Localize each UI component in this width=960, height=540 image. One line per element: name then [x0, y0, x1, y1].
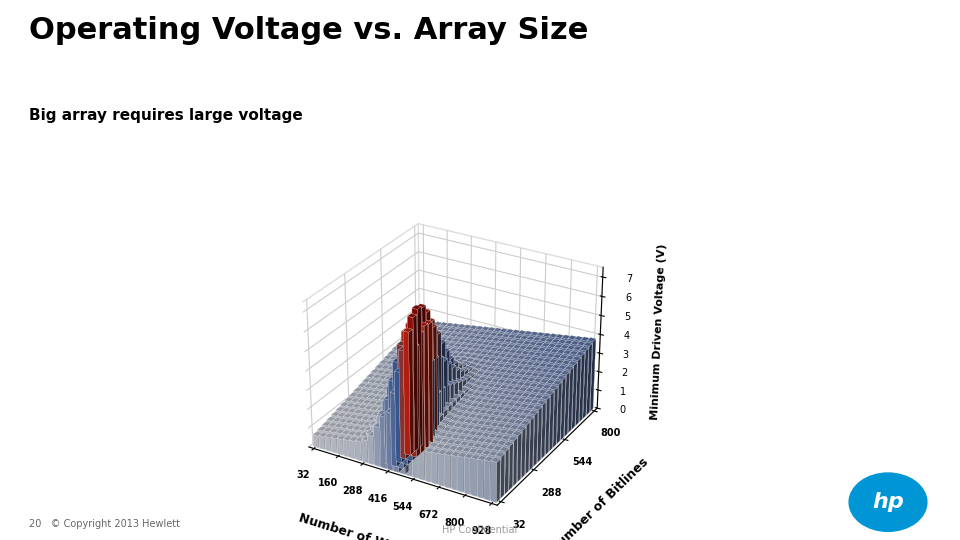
X-axis label: Number of Wordlines: Number of Wordlines	[298, 512, 444, 540]
Text: Operating Voltage vs. Array Size: Operating Voltage vs. Array Size	[29, 16, 588, 45]
Text: Big array requires large voltage: Big array requires large voltage	[29, 108, 302, 123]
Text: 20   © Copyright 2013 Hewlett: 20 © Copyright 2013 Hewlett	[29, 519, 180, 529]
Text: HP Confidential: HP Confidential	[443, 524, 517, 535]
Circle shape	[849, 473, 927, 531]
Y-axis label: Number of Bitlines: Number of Bitlines	[548, 456, 651, 540]
Text: hp: hp	[872, 492, 904, 512]
